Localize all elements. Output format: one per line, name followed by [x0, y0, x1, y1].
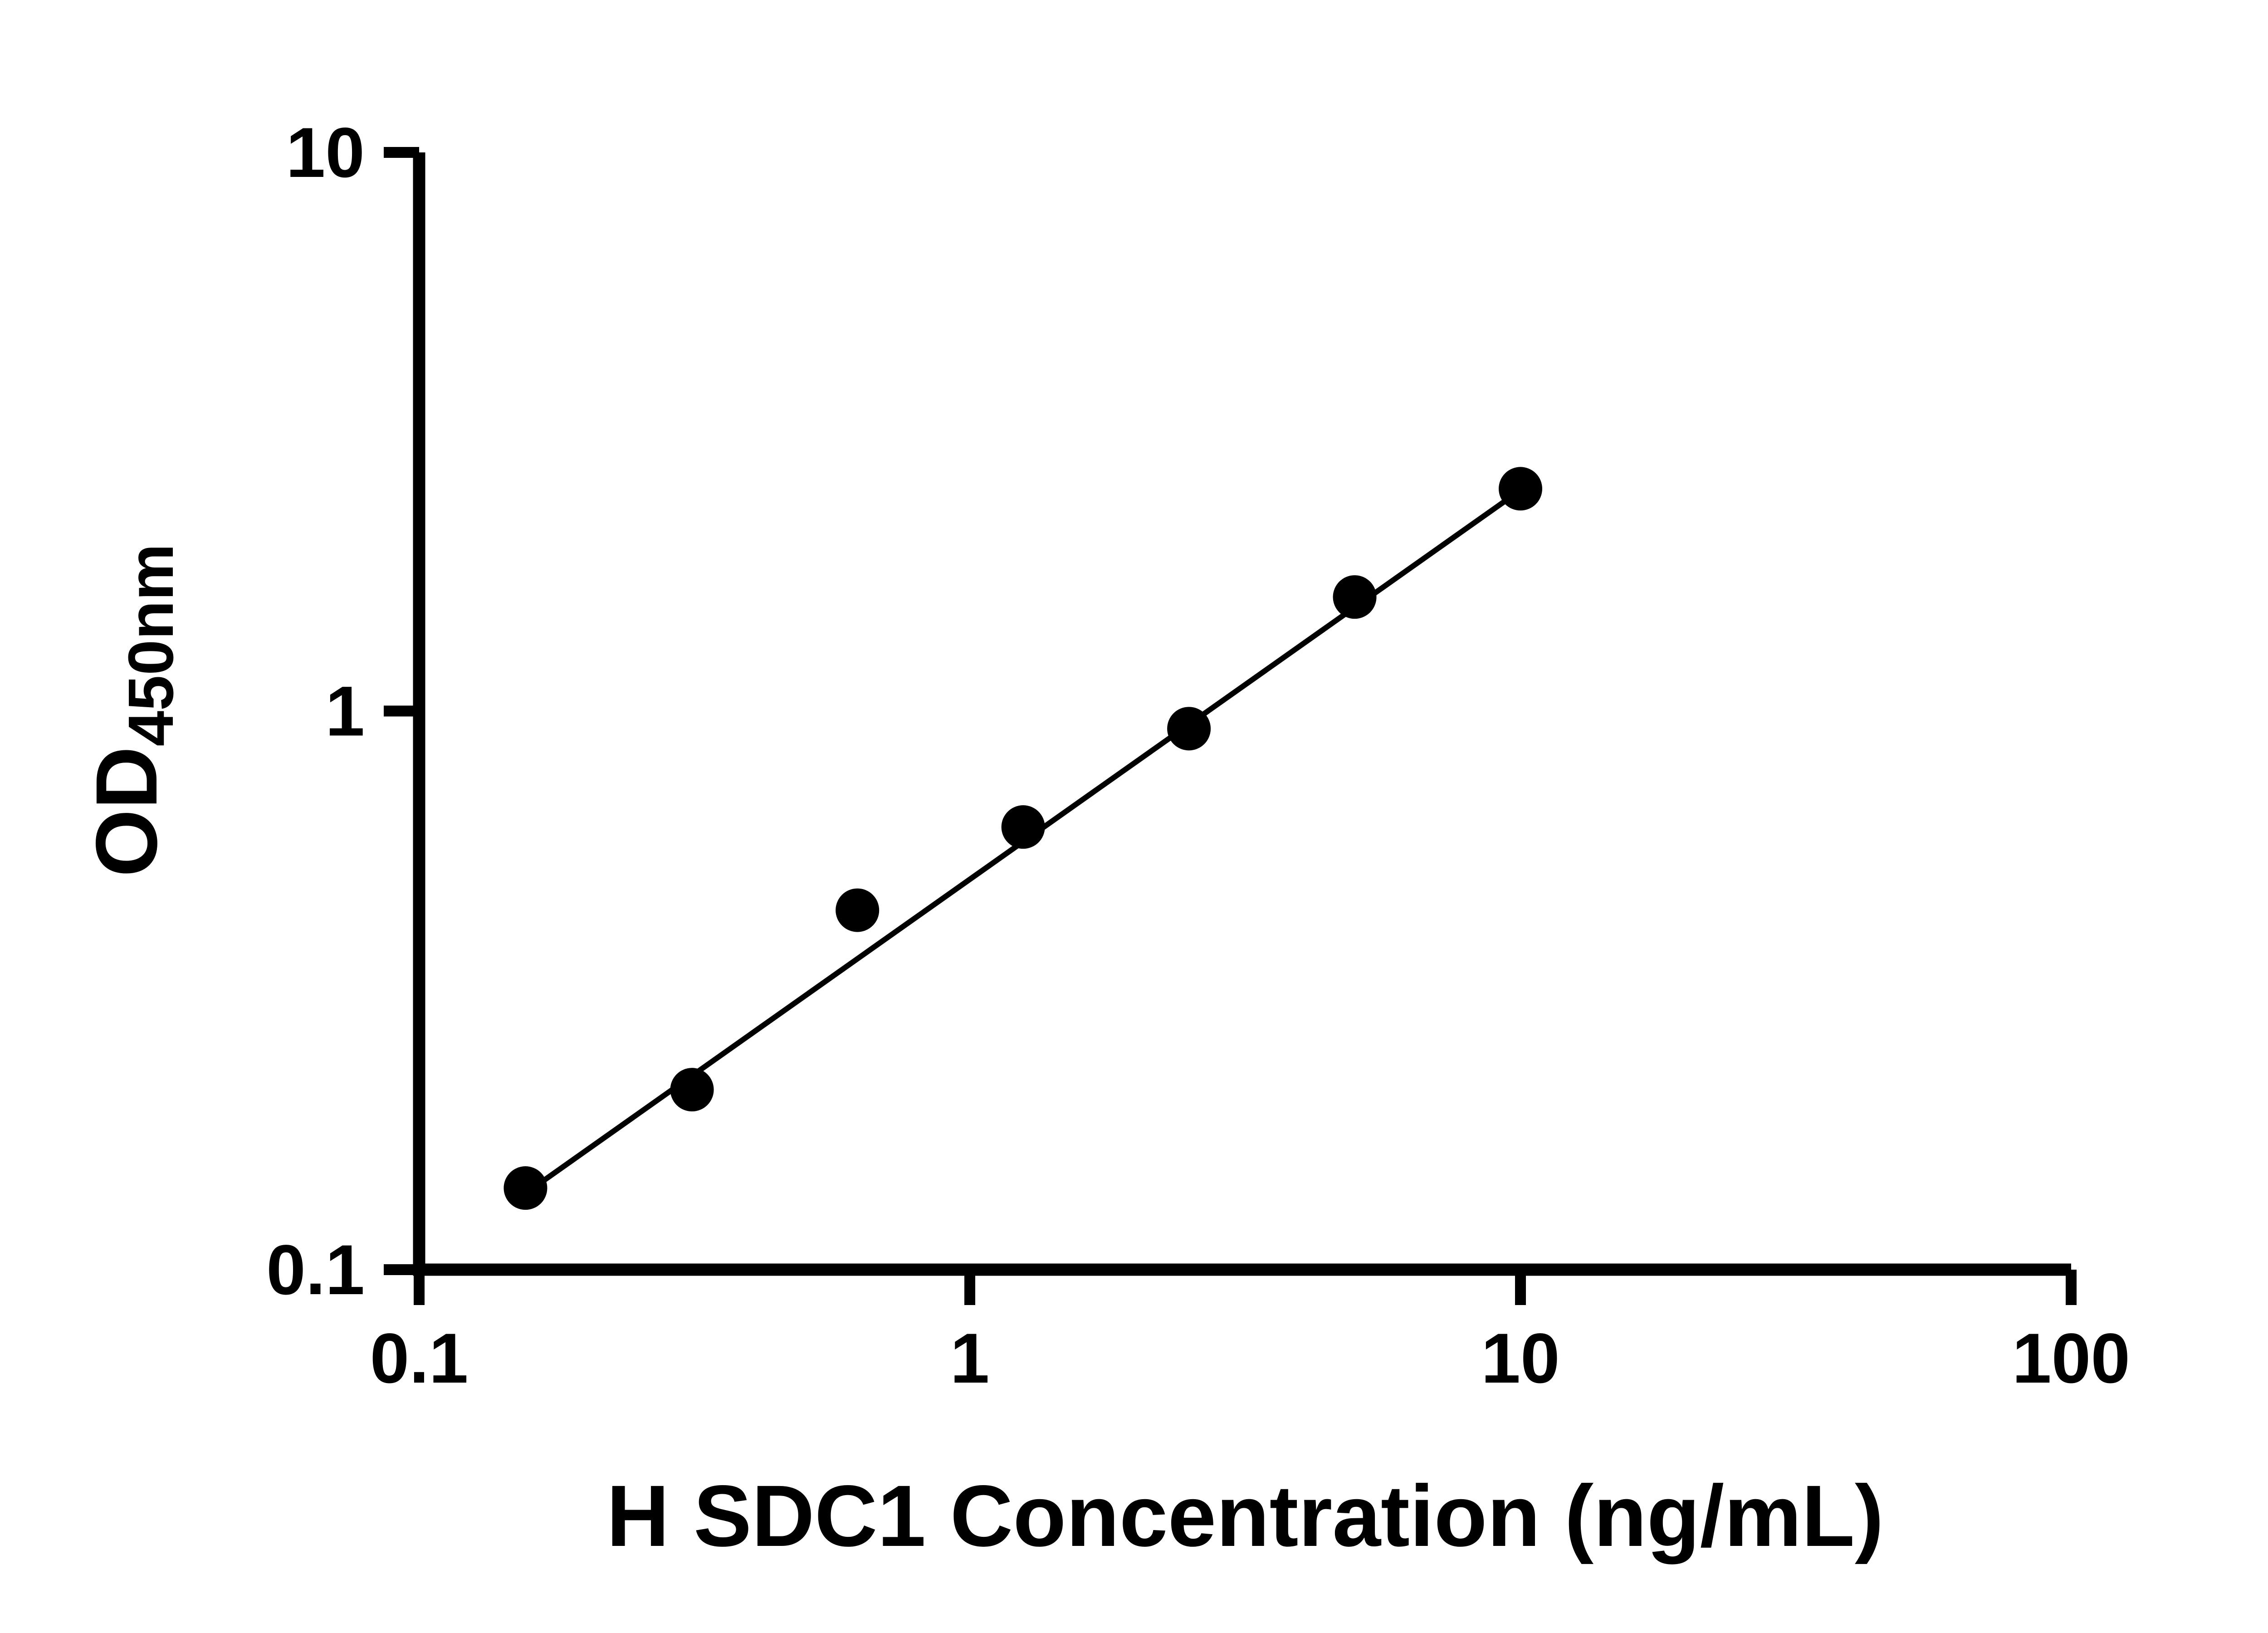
y-axis-title-main: OD [78, 746, 175, 877]
axes-layer: 0.1 1 10 100 0.1 1 10 [266, 113, 2130, 1398]
y-axis-title-sub: 450nm [115, 544, 186, 747]
axis-spine [413, 152, 2071, 1276]
data-point [1001, 805, 1045, 849]
y-axis-title: OD450nm [78, 544, 186, 877]
data-point [836, 888, 880, 932]
x-tick-label: 1 [950, 1319, 990, 1398]
x-tick-label: 100 [2012, 1319, 2130, 1398]
data-point [1499, 467, 1542, 511]
x-tick-label: 0.1 [370, 1319, 469, 1398]
data-point [1333, 575, 1377, 619]
y-tick-label: 1 [325, 672, 365, 751]
x-tick-label: 10 [1481, 1319, 1560, 1398]
data-point [1167, 707, 1211, 751]
data-point [670, 1068, 714, 1112]
y-tick-label: 0.1 [266, 1231, 365, 1310]
x-axis-title: H SDC1 Concentration (ng/mL) [606, 1467, 1884, 1565]
y-tick-label: 10 [286, 113, 365, 192]
series-layer [503, 467, 1542, 1210]
data-point [503, 1166, 547, 1210]
